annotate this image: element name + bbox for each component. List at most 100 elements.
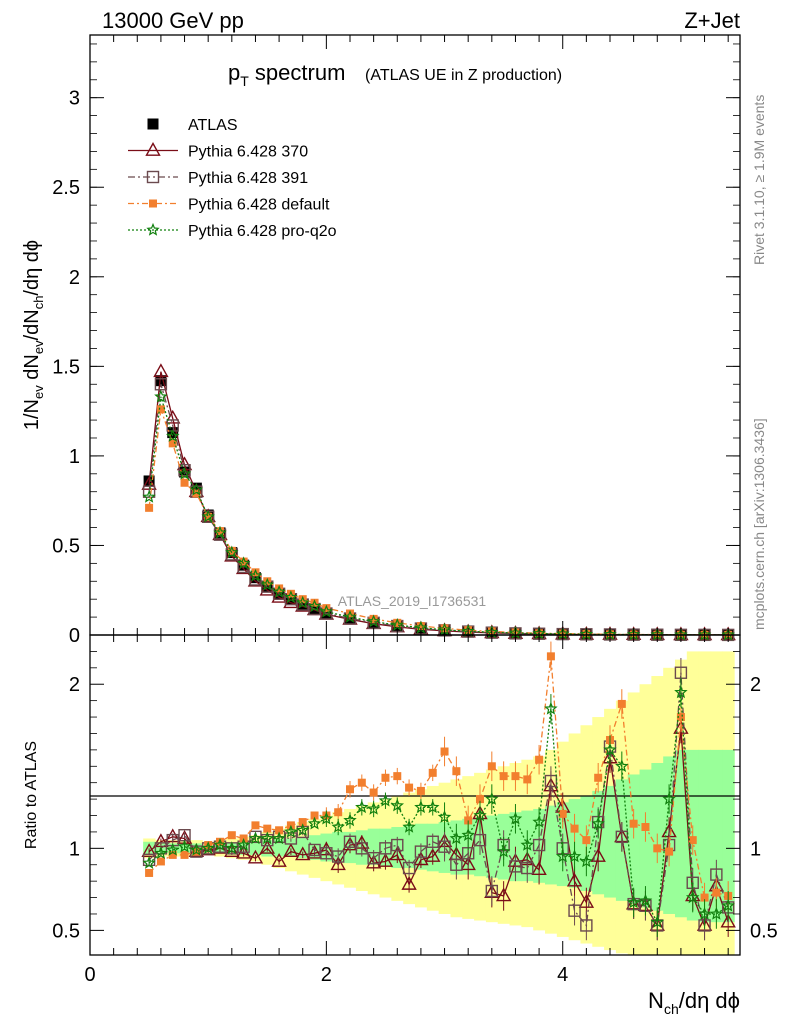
main-data-point	[165, 409, 181, 424]
ratio-data-point	[283, 843, 299, 857]
ratio-data-point	[544, 701, 558, 715]
ratio-data-point	[381, 773, 390, 782]
legend-entry-1: Pythia 6.428 370	[128, 142, 308, 161]
ratio-data-point	[511, 772, 520, 781]
ratio-data-point	[473, 808, 487, 822]
ratio-data-point	[508, 811, 523, 825]
ratio-data-point	[247, 849, 264, 864]
legend-marker	[147, 118, 159, 130]
chart-subtitle: (ATLAS UE in Z production)	[365, 67, 562, 84]
ratio-data-point	[426, 800, 440, 814]
ratio-data-point	[295, 823, 310, 836]
ratio-band-green	[403, 825, 416, 869]
ratio-band-green	[675, 749, 688, 918]
legend-entry-3: Pythia 6.428 default	[128, 197, 330, 214]
main-y-tick-label: 1	[69, 446, 80, 468]
main-data-point	[346, 609, 354, 618]
main-data-point	[263, 577, 272, 586]
ratio-frame	[89, 634, 741, 956]
ratio-data-point	[485, 792, 499, 805]
ratio-data-point	[355, 842, 369, 855]
ratio-data-point	[582, 836, 591, 845]
rivet-label: Rivet 3.1.10, ≥ 1.9M events	[751, 95, 767, 265]
x-axis-label: Nch/dη dϕ	[648, 988, 740, 1017]
ratio-data-point	[259, 839, 275, 854]
ratio-data-point	[330, 856, 346, 871]
ratio-y-tick-label: 1	[69, 838, 80, 860]
ratio-data-point	[263, 824, 272, 833]
main-data-point	[204, 512, 213, 521]
main-data-point	[319, 604, 334, 618]
ratio-data-point	[437, 810, 452, 823]
main-data-point	[307, 599, 322, 613]
ratio-bands	[143, 651, 735, 955]
ratio-data-point	[712, 888, 721, 897]
ratio-data-point	[414, 845, 428, 858]
ratio-data-point	[449, 831, 464, 845]
x-tick-label: 0	[84, 964, 95, 986]
ratio-data-point	[154, 846, 168, 859]
ratio-data-point	[308, 843, 321, 857]
main-data-point	[225, 545, 239, 559]
ratio-data-point	[520, 838, 535, 851]
ratio-data-point	[377, 853, 394, 867]
main-data-point	[298, 595, 307, 604]
ratio-data-point	[460, 856, 476, 871]
ratio-data-point	[709, 906, 724, 920]
ratio-data-point	[567, 849, 582, 863]
header-left: 13000 GeV pp	[102, 8, 244, 33]
ratio-data-point	[674, 685, 688, 699]
ratio-data-point	[142, 855, 156, 869]
chart-title: pT spectrum	[228, 60, 345, 89]
ratio-data-point	[319, 811, 334, 825]
main-data-point	[177, 466, 192, 480]
legend: ATLAS Pythia 6.428 370 Pythia 6.428 391 Pyt…	[128, 117, 337, 240]
ratio-data-point	[641, 823, 650, 831]
ratio-data-point	[367, 851, 380, 865]
ratio-data-point	[201, 841, 215, 855]
legend-marker	[145, 142, 161, 156]
ratio-data-point	[190, 845, 203, 858]
main-data-point	[272, 584, 286, 598]
ratio-data-point	[461, 828, 475, 842]
ratio-data-point	[509, 860, 522, 873]
ratio-y-tick-label: 2	[69, 674, 80, 696]
ratio-data-point	[495, 887, 512, 902]
ratio-data-point	[402, 861, 416, 875]
ratio-data-point	[485, 884, 499, 898]
ratio-data-point	[393, 772, 402, 781]
ratio-data-point	[177, 839, 192, 853]
ratio-data-point	[189, 842, 204, 856]
ratio-data-point	[296, 825, 309, 839]
ratio-data-point	[594, 773, 603, 782]
main-data-point	[286, 589, 295, 598]
ratio-data-point	[272, 831, 286, 845]
ratio-data-point	[156, 857, 165, 866]
ratio-data-point	[665, 847, 674, 856]
ratio-data-point	[721, 898, 735, 912]
ratio-band-green	[545, 805, 558, 885]
ratio-data-point	[473, 833, 487, 847]
ratio-data-point	[413, 851, 429, 866]
ratio-data-point	[271, 853, 287, 867]
ratio-data-point	[284, 824, 298, 838]
main-y-tick-label: 3	[69, 88, 80, 110]
ratio-data-point	[251, 821, 260, 830]
ratio-data-point	[275, 826, 284, 835]
ratio-data-point	[346, 785, 354, 794]
main-data-point	[343, 609, 357, 623]
legend-label: ATLAS	[188, 117, 238, 134]
ratio-y-tick-label: 0.5	[52, 920, 80, 942]
ratio-data-point	[390, 798, 405, 812]
main-data-point	[192, 489, 201, 498]
ratio-data-point	[531, 861, 547, 876]
x-tick-label: 2	[321, 964, 332, 986]
ratio-data-point	[535, 755, 544, 764]
ratio-data-point	[521, 861, 534, 875]
ratio-data-point	[615, 759, 629, 772]
ratio-data-point	[650, 915, 665, 928]
main-data-point	[213, 525, 227, 539]
ratio-data-point	[176, 830, 193, 844]
ratio-data-point	[662, 791, 676, 805]
